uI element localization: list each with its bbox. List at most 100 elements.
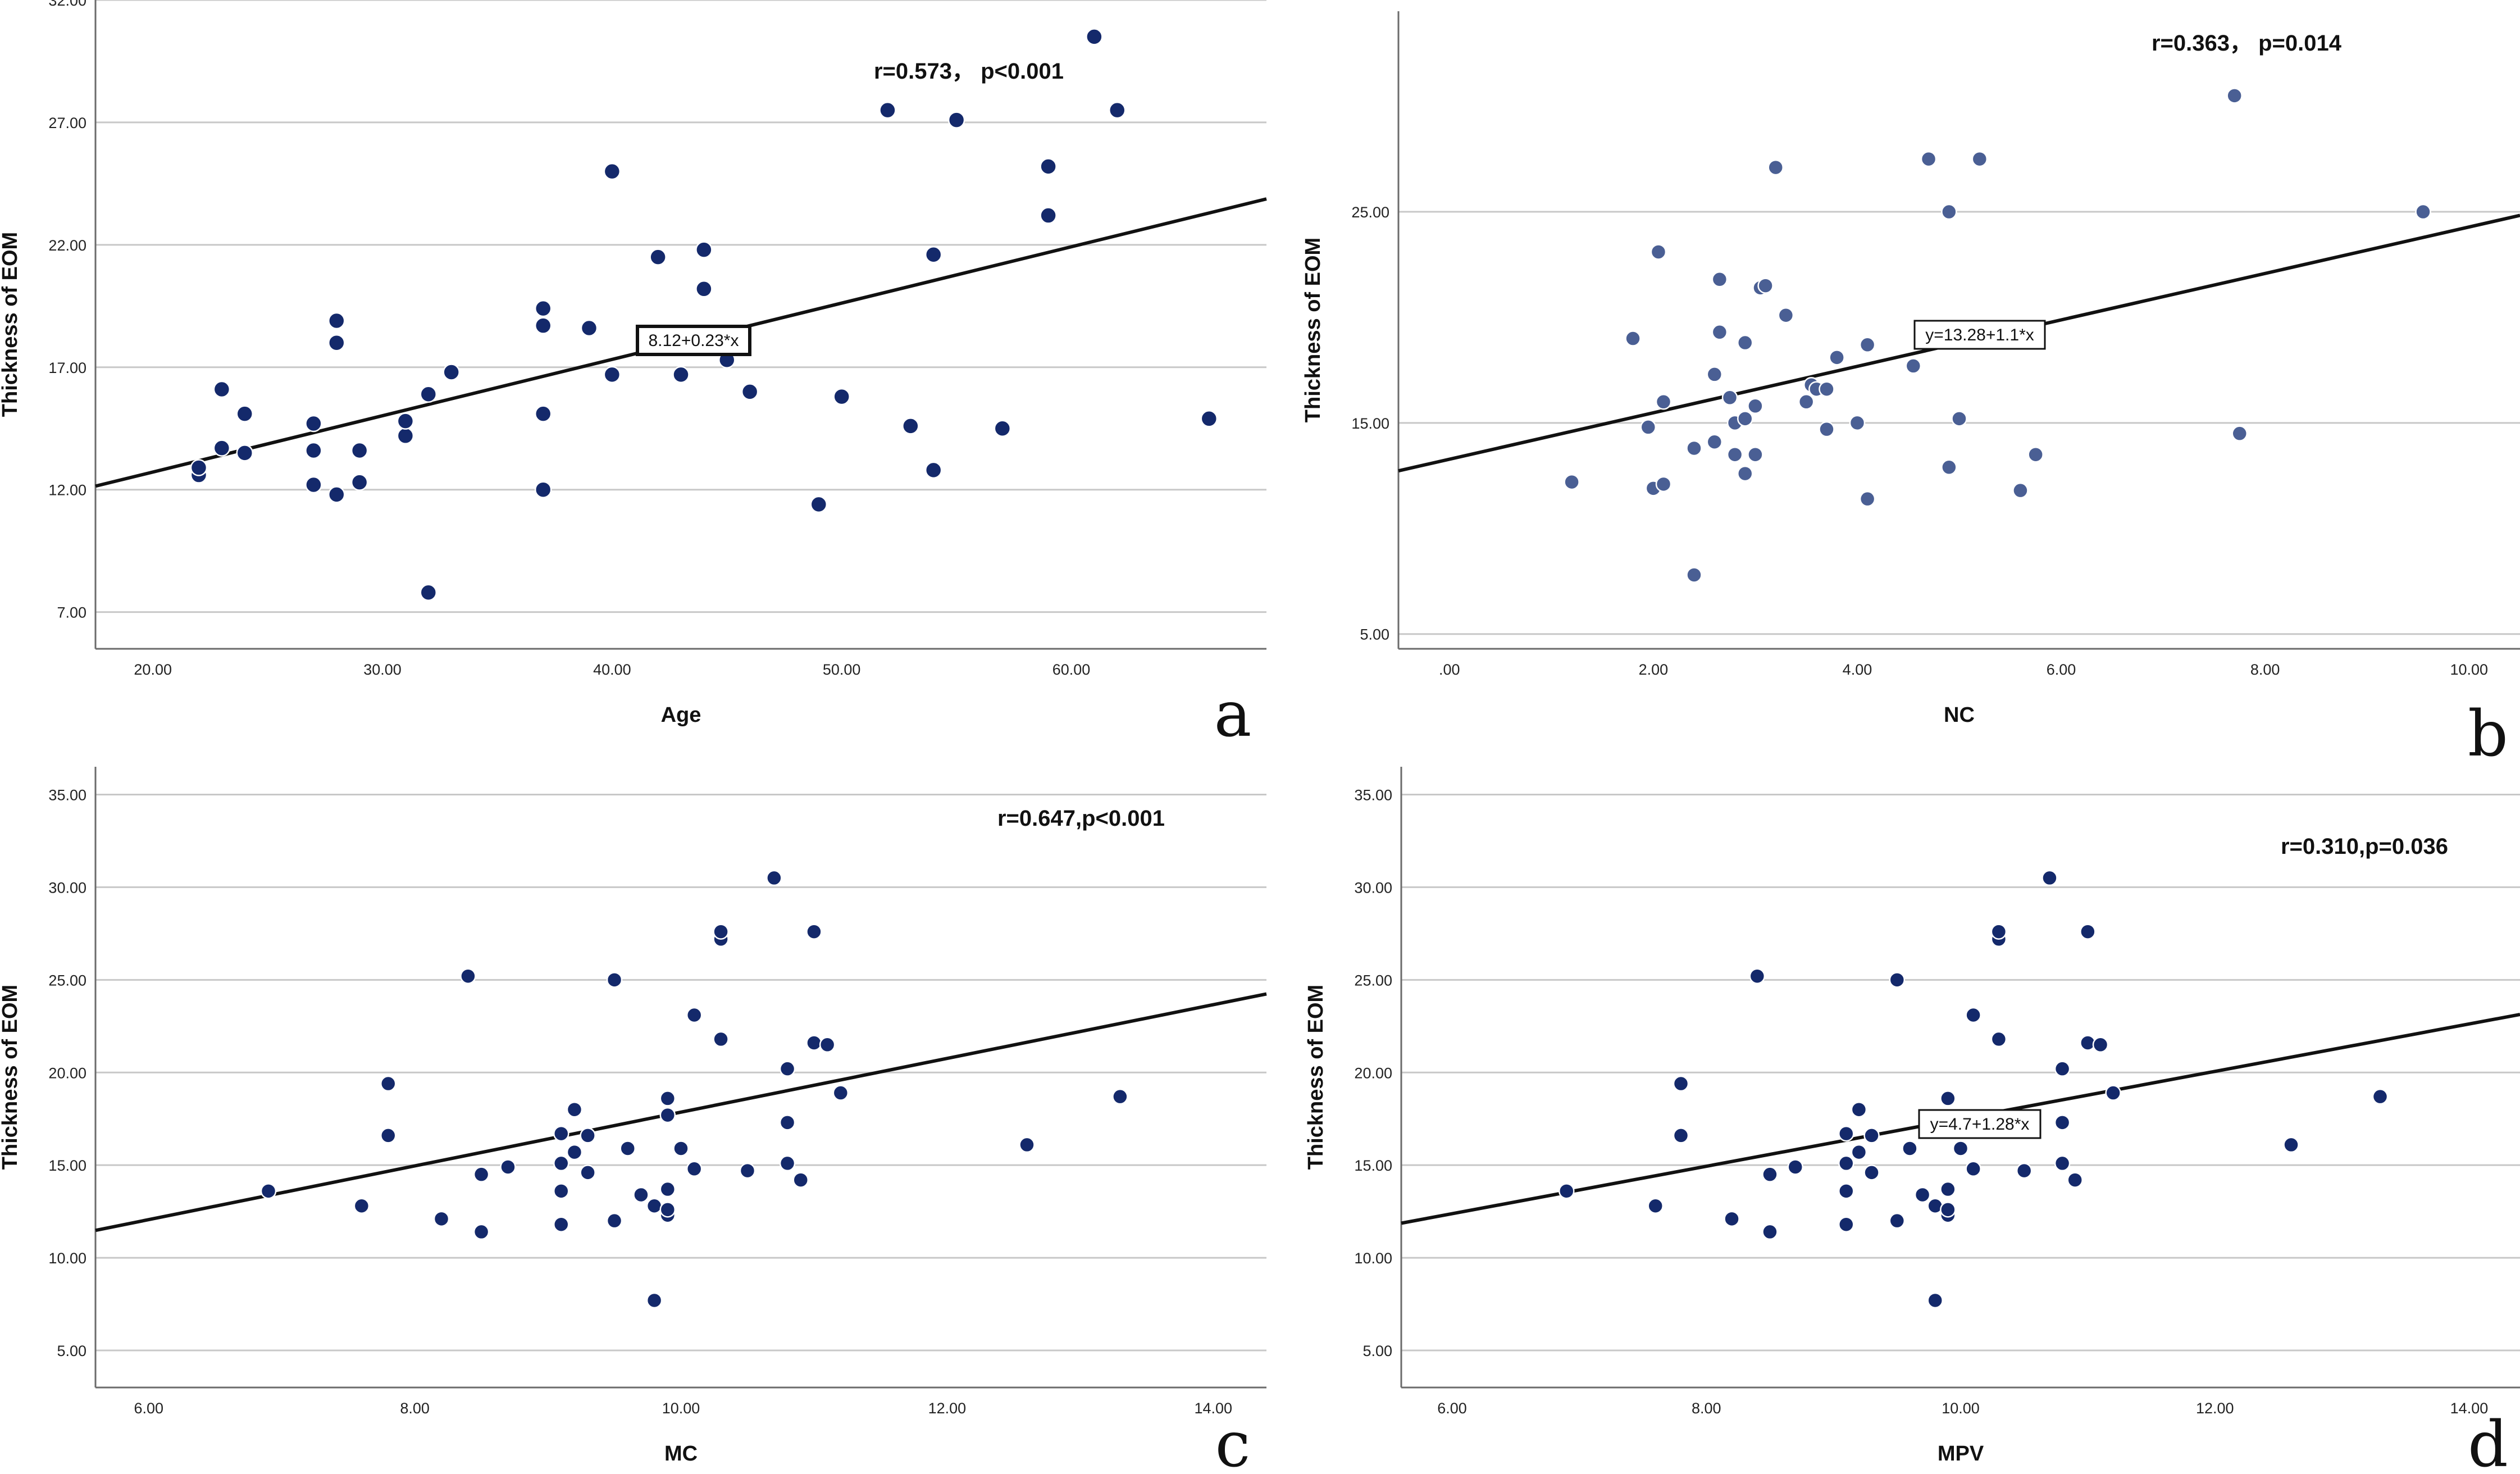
x-tick-label: 10.00 [2450,661,2488,678]
data-point [819,1036,836,1053]
y-tick-label: 30.00 [1354,879,1392,896]
data-point [1112,1088,1128,1105]
data-point [380,1075,397,1092]
data-point [460,968,476,984]
data-point [534,317,552,334]
data-point [1737,411,1753,427]
data-point [1686,440,1702,457]
y-tick-label: 5.00 [1360,626,1389,643]
y-axis-label: Thickness of EOM [1301,238,1325,422]
data-point [1971,151,1988,167]
data-point [2054,1061,2071,1077]
data-point [2226,88,2243,104]
data-point [1798,394,1815,410]
data-point [2054,1114,2071,1131]
y-tick-label: 22.00 [48,237,86,254]
data-point [1762,1166,1778,1182]
data-point [580,1127,596,1144]
data-point [1086,28,1103,46]
x-tick-label: 60.00 [1052,661,1091,678]
panel-letter: a [1214,678,1252,751]
regression-line [95,992,1267,1232]
regression-equation-box [1913,320,2046,350]
data-point [1889,1212,1906,1229]
y-tick-label: 12.00 [48,482,86,499]
y-axis-label: Thickness of EOM [1304,985,1328,1170]
y-tick-label: 7.00 [57,604,86,621]
chart-panel-d: 5.00 10.00 15.00 20.00 25.00 30.00 35.00 6.00 8.… [1304,767,2520,1474]
panel-letter: c [1215,1408,1251,1474]
data-point [1952,1140,1969,1157]
data-point [695,241,713,258]
data-point [1200,410,1218,427]
data-point [1838,1183,1854,1199]
x-tick-label: 30.00 [363,661,402,678]
data-point [1859,336,1876,353]
data-point [1965,1007,1981,1023]
y-tick-label: 30.00 [48,879,86,896]
y-tick-label: 25.00 [1351,204,1389,221]
data-point [328,334,345,352]
x-tick-label: .00 [1439,661,1460,678]
data-point [695,280,713,298]
data-point [473,1166,490,1182]
x-tick-label: 12.00 [2196,1400,2234,1417]
data-point [2027,446,2044,463]
data-point [1711,271,1728,288]
data-point [328,486,345,503]
data-point [500,1159,516,1175]
data-point [1762,1223,1778,1240]
y-tick-label: 5.00 [57,1343,86,1359]
y-tick-label: 10.00 [1354,1250,1392,1267]
data-point [1737,465,1753,482]
data-point [2016,1162,2033,1179]
y-tick-label: 15.00 [1354,1157,1392,1174]
y-tick-label: 32.00 [48,0,86,9]
data-point [806,923,822,940]
data-point [766,870,782,886]
data-point [1940,1090,1956,1107]
data-point [1721,389,1738,406]
data-point [1655,476,1672,493]
data-point [580,319,598,337]
y-tick-label: 20.00 [1354,1064,1392,1081]
chart-panel-b: 5.00 15.00 25.00 .00 2.00 4.00 6.00 8.00 10.00 NC… [1301,11,2520,771]
regression-equation-label: 8.12+0.23*x [649,331,739,350]
data-point [1905,358,1922,374]
data-point [1564,474,1580,490]
data-point [779,1155,796,1172]
data-point [739,1162,756,1179]
data-point [236,405,253,422]
x-tick-label: 20.00 [134,661,172,678]
x-tick-label: 8.00 [400,1400,430,1417]
data-point [534,299,552,317]
x-tick-label: 6.00 [2047,661,2076,678]
data-point [1829,349,1845,366]
data-point [833,388,850,406]
x-tick-label: 14.00 [1194,1400,1232,1417]
data-point [397,427,414,445]
data-point [1787,1159,1803,1175]
data-point [2231,425,2248,442]
data-point [1990,923,2007,940]
x-tick-label: 6.00 [134,1400,163,1417]
data-point [2054,1155,2071,1172]
data-point [879,101,896,119]
data-point [924,461,942,479]
data-point [947,111,965,129]
data-point [806,1035,822,1051]
data-point [1914,1186,1931,1203]
data-point [1851,1144,1867,1161]
y-tick-label: 5.00 [1362,1343,1392,1359]
x-tick-label: 4.00 [1843,661,1872,678]
x-axis-label: NC [1944,703,1975,727]
data-point [350,474,368,491]
data-point [1650,244,1667,260]
data-point [1927,1292,1943,1309]
regression-equation-label: y=4.7+1.28*x [1930,1115,2030,1134]
data-point [1767,159,1784,176]
y-tick-label: 27.00 [48,115,86,131]
data-point [779,1114,796,1131]
data-point [619,1140,636,1157]
data-point [1819,421,1835,438]
